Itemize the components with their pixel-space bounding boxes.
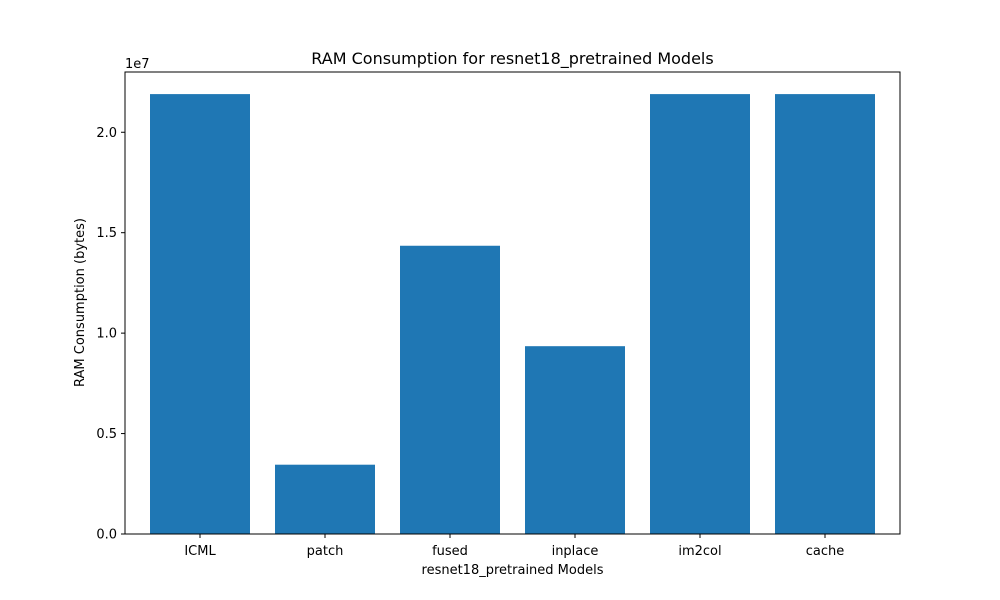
- x-tick-label: fused: [432, 544, 468, 559]
- y-axis-offset-label: 1e7: [125, 57, 150, 72]
- bar-patch: [275, 464, 375, 534]
- plot-frame: [124, 71, 901, 535]
- bar-cache: [775, 94, 875, 535]
- x-tick-label: ICML: [184, 544, 216, 559]
- y-tick-label: 2.0: [96, 126, 117, 141]
- bar-fused: [400, 245, 500, 534]
- x-tick-label: inplace: [552, 544, 599, 559]
- y-tick-label: 0.5: [96, 427, 117, 442]
- x-ticks: ICML patch fused inplace im2col cache: [184, 534, 844, 559]
- y-axis-label: RAM Consumption (bytes): [73, 218, 88, 387]
- bar-icml: [150, 94, 250, 535]
- x-tick-label: patch: [307, 544, 344, 559]
- bars: [150, 94, 875, 535]
- x-axis-label: resnet18_pretrained Models: [422, 563, 604, 578]
- y-tick-label: 1.0: [96, 327, 117, 342]
- y-tick-label: 0.0: [96, 528, 117, 543]
- bar-inplace: [525, 346, 625, 534]
- y-ticks: 0.0 0.5 1.0 1.5 2.0: [96, 126, 125, 543]
- x-tick-label: cache: [806, 544, 845, 559]
- y-tick-label: 1.5: [96, 226, 117, 241]
- bar-im2col: [650, 94, 750, 535]
- chart-title: RAM Consumption for resnet18_pretrained …: [311, 49, 713, 69]
- x-tick-label: im2col: [678, 544, 721, 559]
